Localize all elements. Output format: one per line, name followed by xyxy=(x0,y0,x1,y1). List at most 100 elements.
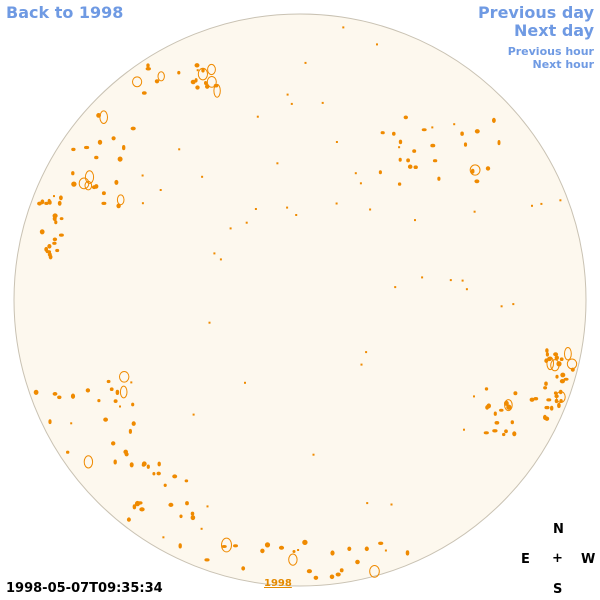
contour-mark xyxy=(204,81,208,85)
contour-mark xyxy=(245,221,248,224)
contour-mark xyxy=(414,219,416,222)
contour-mark xyxy=(233,544,238,548)
contour-mark xyxy=(256,115,259,118)
contour-mark xyxy=(483,431,489,435)
contour-mark xyxy=(190,511,195,516)
contour-mark xyxy=(473,395,475,398)
contour-mark xyxy=(384,549,387,552)
contour-mark xyxy=(430,143,436,148)
contour-mark xyxy=(302,539,308,546)
contour-mark xyxy=(195,85,200,90)
contour-mark xyxy=(544,358,549,364)
contour-mark xyxy=(221,545,227,548)
contour-mark xyxy=(460,131,464,136)
contour-mark xyxy=(146,63,150,68)
contour-mark xyxy=(59,217,64,221)
contour-mark xyxy=(204,558,210,562)
contour-mark xyxy=(554,355,559,361)
contour-mark xyxy=(70,422,73,425)
contour-mark xyxy=(342,26,345,29)
contour-mark xyxy=(413,165,418,169)
contour-mark xyxy=(260,548,265,554)
contour-mark xyxy=(201,68,205,73)
contour-mark xyxy=(163,483,167,487)
contour-mark xyxy=(141,174,144,177)
contour-mark xyxy=(119,371,130,383)
previous-day-link[interactable]: Previous day xyxy=(477,3,594,22)
contour-mark xyxy=(94,155,99,160)
contour-mark xyxy=(152,472,156,476)
contour-mark xyxy=(550,405,554,411)
contour-mark xyxy=(178,148,181,151)
contour-mark xyxy=(52,237,58,242)
next-day-link[interactable]: Next day xyxy=(514,21,594,40)
contour-mark xyxy=(339,568,344,573)
contour-mark xyxy=(131,402,135,407)
contour-mark xyxy=(529,397,535,402)
contour-mark xyxy=(553,391,558,395)
contour-mark xyxy=(200,527,203,530)
contour-mark xyxy=(513,391,518,396)
contour-mark xyxy=(134,500,141,507)
contour-mark xyxy=(52,241,57,245)
previous-hour-link[interactable]: Previous hour xyxy=(507,45,594,58)
contour-mark xyxy=(531,204,533,207)
contour-mark xyxy=(44,201,49,205)
contour-mark xyxy=(103,417,108,422)
solar-disk xyxy=(13,13,587,587)
contour-mark xyxy=(485,166,491,171)
contour-mark xyxy=(130,381,133,384)
contour-mark xyxy=(206,505,209,508)
contour-mark xyxy=(101,201,107,205)
contour-mark xyxy=(197,67,208,81)
contour-mark xyxy=(543,386,548,390)
contour-mark xyxy=(564,347,572,361)
compass-north: N xyxy=(553,522,564,537)
contour-mark xyxy=(492,429,498,433)
contour-mark xyxy=(47,252,52,257)
contour-mark xyxy=(463,142,468,147)
contour-mark xyxy=(39,229,45,235)
contour-mark xyxy=(512,431,517,437)
contour-mark xyxy=(132,76,143,88)
contour-mark xyxy=(53,195,55,198)
contour-mark xyxy=(449,279,452,282)
contour-mark xyxy=(364,546,369,552)
contour-mark xyxy=(44,246,49,252)
contour-mark xyxy=(286,206,289,209)
year-link[interactable]: 1998 xyxy=(264,578,292,589)
contour-mark xyxy=(54,220,58,225)
contour-mark xyxy=(398,139,403,145)
contour-mark xyxy=(219,258,222,261)
contour-mark xyxy=(178,543,182,549)
contour-mark xyxy=(101,191,106,196)
contour-mark xyxy=(474,179,480,184)
contour-mark xyxy=(114,179,119,185)
next-hour-link[interactable]: Next hour xyxy=(532,58,595,71)
contour-mark xyxy=(559,357,564,362)
contour-mark xyxy=(113,459,117,465)
contour-mark xyxy=(97,139,103,145)
contour-mark xyxy=(473,210,476,213)
contour-mark xyxy=(205,84,210,89)
contour-mark xyxy=(131,421,136,426)
contour-mark xyxy=(560,372,566,378)
contour-mark xyxy=(559,399,563,403)
compass-center: + xyxy=(552,551,563,566)
contour-mark xyxy=(168,502,174,507)
contour-mark xyxy=(403,115,408,120)
contour-mark xyxy=(313,575,319,580)
contour-mark xyxy=(78,177,90,190)
back-to-year-link[interactable]: Back to 1998 xyxy=(6,3,124,22)
contour-mark xyxy=(461,279,464,282)
contour-mark xyxy=(139,507,145,512)
contour-mark xyxy=(278,545,285,550)
contour-mark xyxy=(390,503,393,506)
contour-mark xyxy=(132,504,137,510)
contour-mark xyxy=(500,305,503,308)
contour-mark xyxy=(55,248,60,253)
contour-mark xyxy=(123,449,128,455)
contour-mark xyxy=(172,474,178,479)
contour-mark xyxy=(192,413,195,416)
